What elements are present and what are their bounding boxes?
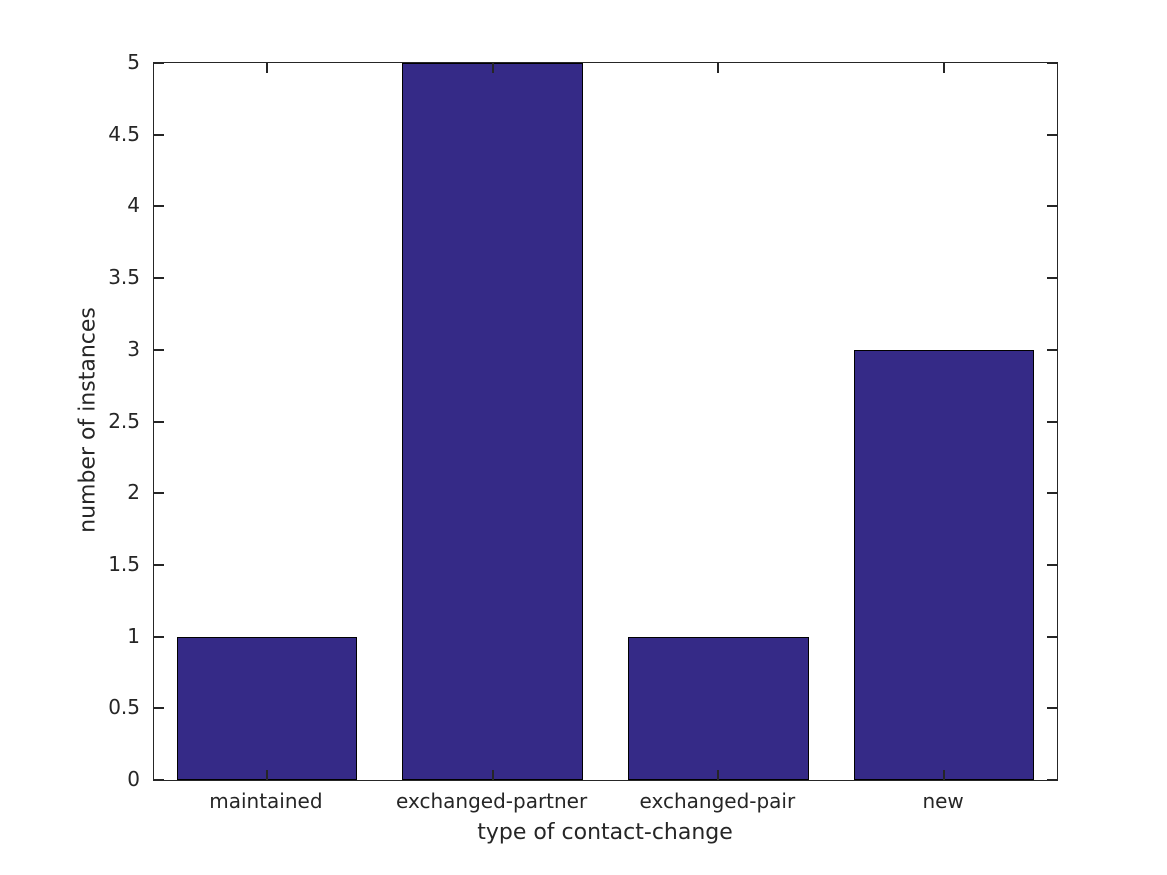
y-tick-label: 3.5 xyxy=(108,265,140,290)
tick-mark xyxy=(1047,420,1057,423)
x-tick-label: exchanged-partner xyxy=(396,789,588,813)
tick-mark xyxy=(491,770,494,780)
tick-mark xyxy=(717,770,720,780)
tick-mark xyxy=(154,635,164,638)
y-tick-label: 1.5 xyxy=(108,551,140,576)
tick-mark xyxy=(154,277,164,280)
tick-mark xyxy=(265,770,268,780)
tick-mark xyxy=(1047,205,1057,208)
tick-mark xyxy=(1047,62,1057,64)
y-tick-label: 2 xyxy=(127,480,140,505)
tick-mark xyxy=(154,62,164,64)
bar-exchanged-partner xyxy=(402,63,583,780)
tick-mark xyxy=(943,770,946,780)
x-tick-label: maintained xyxy=(209,789,323,813)
tick-mark xyxy=(154,348,164,351)
tick-mark xyxy=(1047,348,1057,351)
y-axis-label: number of instances xyxy=(75,307,101,533)
tick-mark xyxy=(154,133,164,136)
tick-mark xyxy=(154,707,164,710)
tick-mark xyxy=(1047,277,1057,280)
x-axis-label: type of contact-change xyxy=(477,820,733,845)
tick-mark xyxy=(154,492,164,495)
x-tick-label: new xyxy=(922,789,964,813)
tick-mark xyxy=(154,563,164,566)
tick-mark xyxy=(1047,779,1057,781)
y-tick-label: 1 xyxy=(127,623,140,648)
x-tick-label: exchanged-pair xyxy=(639,789,796,813)
tick-mark xyxy=(1047,707,1057,710)
y-tick-label: 0.5 xyxy=(108,695,140,720)
tick-mark xyxy=(943,63,946,73)
ticks-layer xyxy=(154,62,1057,781)
tick-mark xyxy=(154,420,164,423)
tick-mark xyxy=(1047,635,1057,638)
y-tick-label: 5 xyxy=(127,50,140,74)
bar-maintained xyxy=(176,636,358,780)
y-tick-label: 3 xyxy=(127,336,140,361)
y-tick-label: 4.5 xyxy=(108,121,140,146)
y-tick-label: 0 xyxy=(127,767,140,791)
plot-area xyxy=(153,62,1058,781)
tick-mark xyxy=(1047,492,1057,495)
tick-mark xyxy=(717,63,720,73)
tick-mark xyxy=(154,779,164,781)
y-tick-label: 4 xyxy=(127,193,140,218)
tick-mark xyxy=(154,205,164,208)
tick-mark xyxy=(1047,563,1057,566)
y-tick-label: 2.5 xyxy=(108,408,140,433)
tick-mark xyxy=(491,63,494,73)
bar-new xyxy=(853,349,1035,780)
tick-mark xyxy=(1047,133,1057,136)
tick-mark xyxy=(265,63,268,73)
